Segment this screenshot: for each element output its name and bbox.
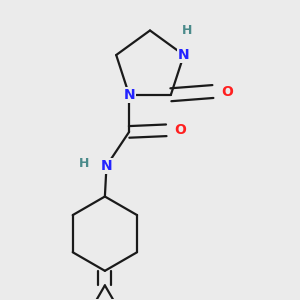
Text: N: N <box>123 88 135 102</box>
Text: O: O <box>221 85 233 98</box>
Text: H: H <box>79 157 90 170</box>
Text: N: N <box>101 159 112 173</box>
Text: N: N <box>178 48 190 62</box>
Text: O: O <box>174 123 186 137</box>
Text: H: H <box>182 24 192 37</box>
